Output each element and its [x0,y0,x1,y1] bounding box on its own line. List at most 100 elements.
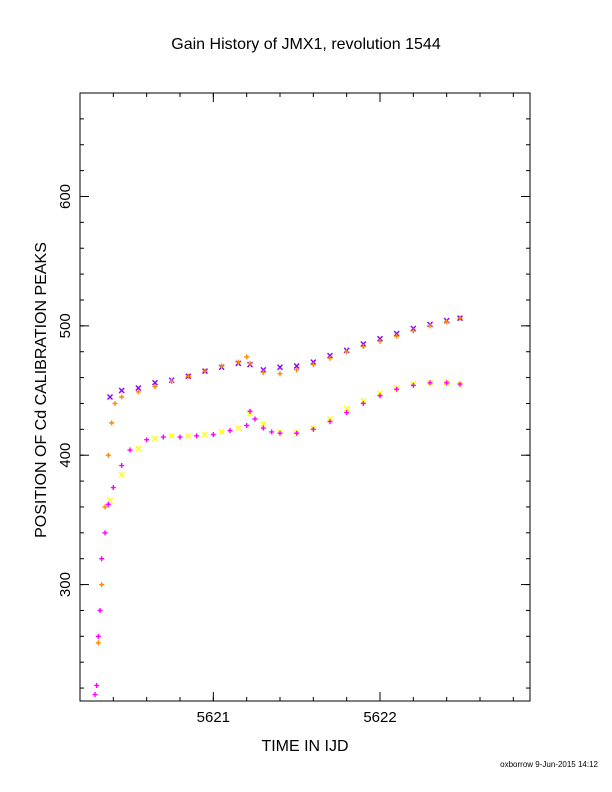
data-point [119,463,125,469]
data-point [310,359,317,366]
chart-title: Gain History of JMX1, revolution 1544 [171,36,441,53]
data-point [247,408,253,414]
data-point [202,368,208,374]
data-point [168,432,175,439]
series-2 [107,379,463,504]
y-tick-label: 600 [57,184,74,209]
data-point [394,333,400,339]
data-point [185,373,191,379]
data-point [277,364,283,371]
data-point [152,379,158,386]
data-point [277,371,283,377]
y-tick-label: 400 [57,443,74,468]
data-point [344,349,350,355]
data-point [95,633,101,639]
data-point [327,415,333,422]
data-point [218,428,225,435]
data-point [177,434,183,440]
data-point [360,340,367,347]
data-point [427,323,433,329]
data-point [260,421,267,428]
x-tick-label: 5621 [197,709,230,726]
series-3 [92,380,463,698]
data-point [244,422,250,428]
footer-credit: oxborrow 9-Jun-2015 14:12 [500,760,598,769]
data-point [310,362,316,368]
data-point [377,335,383,342]
data-point [105,501,111,507]
data-point [377,390,383,397]
data-point [294,367,300,373]
data-point [310,426,316,432]
data-point [277,430,283,436]
series-1 [95,315,463,646]
data-point [410,325,417,332]
data-point [109,420,115,426]
data-point [110,485,116,491]
data-point [247,410,253,417]
plot-frame [79,92,531,702]
data-point [260,369,266,375]
data-point [252,416,258,422]
x-axis-label: TIME IN IJD [261,738,349,755]
data-point [269,429,275,435]
data-point [427,380,433,386]
data-point [327,419,333,425]
data-point [360,400,366,406]
data-point [377,393,383,399]
data-point [457,315,463,321]
data-point [194,433,200,439]
data-point [127,447,133,453]
data-point [97,607,103,613]
data-point [135,445,142,452]
data-point [393,330,400,337]
data-point [227,428,233,434]
data-point [360,344,366,350]
data-point [360,397,367,404]
data-point [99,582,105,588]
data-point [235,425,242,432]
data-point [118,387,125,394]
data-point [135,384,142,391]
data-point [394,386,400,392]
y-tick-label: 300 [57,572,74,597]
data-point [410,382,416,388]
data-point [92,692,98,698]
data-point [102,530,108,536]
data-point [135,389,141,395]
data-point [210,432,216,438]
data-point [260,366,267,373]
data-point [94,682,100,688]
data-point [444,319,450,325]
data-point [102,504,108,510]
data-point [235,359,241,365]
data-point [260,425,266,431]
series-0 [107,315,463,400]
y-tick-label: 500 [57,313,74,338]
data-point [244,354,250,360]
data-point [377,338,383,344]
data-marks [92,315,463,698]
data-point [144,437,150,443]
axis-ticks: 5621 5622 300 400 500 600 [57,92,530,726]
data-point [327,352,333,359]
data-point [219,363,225,369]
data-point [247,360,253,366]
data-point [444,380,450,386]
data-point [152,435,158,442]
data-point [344,410,350,416]
data-point [119,394,125,400]
data-point [105,452,111,458]
data-point [293,362,300,369]
data-point [343,405,350,412]
data-point [457,381,463,387]
data-point [202,431,208,438]
data-point [118,471,125,478]
data-point [112,400,118,406]
data-point [107,394,113,400]
data-point [185,432,192,439]
data-point [95,640,101,646]
x-tick-label: 5622 [363,709,396,726]
data-point [294,430,300,436]
